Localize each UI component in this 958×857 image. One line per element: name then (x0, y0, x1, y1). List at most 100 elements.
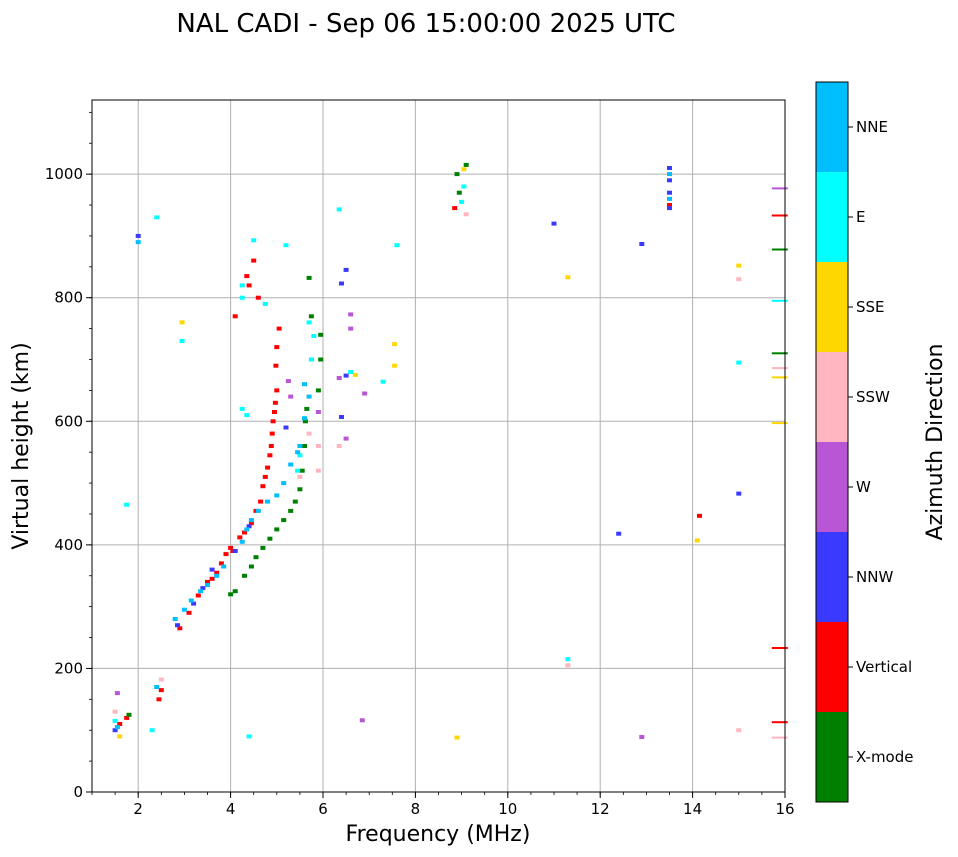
colorbar-segment (816, 622, 848, 712)
x-axis-label: Frequency (MHz) (346, 822, 531, 847)
data-point (209, 567, 215, 572)
data-point (239, 539, 245, 544)
y-tick-label: 400 (54, 536, 83, 554)
data-point (149, 728, 155, 733)
data-point (255, 295, 261, 300)
data-point (362, 391, 368, 396)
data-point (258, 499, 264, 504)
y-axis: 0 200 400 600 800 1000 (45, 111, 92, 801)
data-point (181, 607, 187, 612)
data-point (246, 734, 252, 739)
data-point (667, 206, 672, 211)
data-point (297, 453, 303, 458)
data-point (343, 373, 349, 378)
colorbar-tick-label: NNE (856, 118, 888, 136)
data-point (260, 484, 266, 489)
data-point (343, 436, 349, 441)
data-point (265, 499, 271, 504)
data-point (771, 721, 788, 724)
data-point (352, 372, 358, 377)
data-point (667, 203, 672, 207)
data-point (343, 267, 349, 272)
data-point (771, 299, 788, 302)
data-point (392, 363, 398, 368)
colorbar-tick-label: X-mode (856, 748, 913, 766)
data-point (306, 431, 312, 436)
data-point (318, 357, 324, 362)
data-point (348, 326, 354, 331)
data-point (253, 555, 259, 560)
data-point (114, 725, 120, 730)
data-point (248, 564, 254, 569)
data-point (244, 274, 250, 279)
colorbar-label: Azimuth Direction (923, 343, 948, 540)
data-point (214, 573, 220, 578)
plot-frame (91, 99, 786, 793)
plot-grid (92, 100, 786, 793)
data-point (221, 564, 227, 569)
data-point (255, 508, 261, 513)
data-point (339, 415, 344, 419)
chart-title: NAL CADI - Sep 06 15:00:00 2025 UTC (176, 9, 675, 39)
colorbar: X-mode Vertical NNW W SSW SSE E NNE (815, 81, 913, 803)
data-point (274, 345, 280, 350)
data-point (156, 697, 162, 702)
data-point (297, 487, 303, 492)
data-point (292, 499, 298, 504)
data-point (348, 369, 354, 374)
y-tick-label: 1000 (45, 165, 83, 183)
data-point (736, 360, 742, 365)
data-point (283, 243, 289, 248)
data-point (463, 212, 469, 217)
series-nnw (112, 166, 742, 733)
data-point (315, 444, 321, 448)
y-tick-label: 600 (54, 412, 83, 430)
x-tick-label: 4 (226, 800, 236, 818)
data-point (288, 508, 294, 513)
data-point (112, 709, 118, 714)
data-point (315, 468, 321, 473)
colorbar-tick-label: E (856, 208, 865, 226)
data-point (336, 444, 342, 448)
data-point (228, 545, 234, 550)
data-point (214, 570, 220, 575)
data-point (771, 248, 788, 251)
data-point (117, 722, 123, 726)
data-point (276, 326, 282, 331)
data-point (565, 275, 571, 280)
data-point (274, 493, 280, 498)
data-point (463, 162, 469, 167)
data-point (248, 518, 254, 523)
data-point (260, 545, 266, 550)
data-point (239, 283, 245, 288)
series-ssw (112, 212, 788, 739)
data-point (771, 422, 788, 425)
x-tick-label: 2 (133, 800, 143, 818)
data-point (274, 527, 280, 532)
data-point (694, 538, 700, 543)
colorbar-tick-label: NNW (856, 568, 893, 586)
data-point (736, 277, 742, 282)
data-point (771, 367, 788, 370)
data-point (205, 583, 210, 587)
data-point (244, 527, 250, 532)
y-tick-label: 800 (54, 289, 83, 307)
data-point (380, 379, 386, 384)
data-point (306, 320, 312, 325)
data-point (246, 283, 252, 288)
colorbar-segment (816, 172, 848, 262)
data-point (232, 589, 238, 594)
data-point (248, 521, 254, 526)
data-point (667, 166, 672, 170)
data-point (302, 416, 307, 421)
data-point (267, 453, 273, 458)
data-point (311, 334, 317, 338)
data-point (315, 410, 321, 414)
data-point (667, 196, 672, 201)
data-point (736, 728, 742, 733)
data-point (135, 233, 141, 238)
colorbar-segment (816, 82, 848, 172)
data-point (308, 357, 314, 362)
data-point (565, 663, 571, 668)
